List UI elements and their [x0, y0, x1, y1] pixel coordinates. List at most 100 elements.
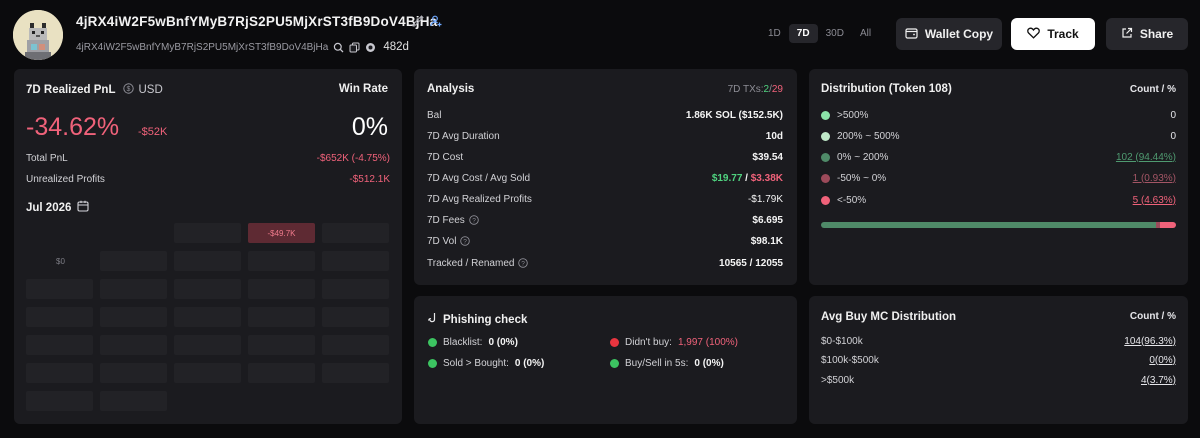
txs-sep: / — [769, 84, 772, 95]
volume-label-wrap: 7D Vol ? — [427, 236, 471, 247]
distribution-row: 200% ~ 500% 0 — [821, 129, 1176, 143]
fees-value: $6.695 — [752, 214, 783, 226]
calendar-day-cell[interactable] — [174, 279, 241, 299]
avg-mc-col-label: Count / % — [1129, 311, 1176, 322]
calendar-day-cell[interactable] — [174, 223, 241, 243]
blacklist-label: Blacklist: — [443, 337, 483, 348]
calendar-day-cell[interactable] — [26, 391, 93, 411]
calendar-day-cell[interactable] — [100, 391, 167, 411]
currency-toggle[interactable]: $ USD — [123, 83, 163, 97]
distribution-value[interactable]: 5 (4.63%) — [1132, 194, 1176, 206]
fees-label-wrap: 7D Fees ? — [427, 215, 479, 226]
calendar-day-cell[interactable] — [322, 335, 389, 355]
blacklist-item: Blacklist: 0 (0%) — [428, 337, 518, 348]
help-icon[interactable]: ? — [518, 258, 529, 268]
calendar-day-cell[interactable] — [322, 251, 389, 271]
help-icon[interactable]: ? — [460, 236, 471, 246]
calendar-day-cell[interactable] — [248, 307, 315, 327]
calendar-day-cell[interactable] — [174, 251, 241, 271]
distribution-value[interactable]: 1 (0.93%) — [1132, 172, 1176, 184]
period-7d[interactable]: 7D — [788, 24, 818, 43]
calendar-day-cell[interactable] — [100, 279, 167, 299]
total-pnl-label: Total PnL — [26, 152, 68, 164]
sold-bought-item: Sold > Bought: 0 (0%) — [428, 358, 544, 369]
avg-mc-value[interactable]: 104(96.3%) — [1124, 335, 1176, 347]
calendar-day-cell[interactable] — [100, 251, 167, 271]
avg-duration-label: 7D Avg Duration — [427, 130, 500, 142]
share-button[interactable]: Share — [1106, 18, 1188, 50]
share-icon — [1121, 27, 1133, 42]
win-rate-label: Win Rate — [338, 83, 388, 95]
avg-mc-value[interactable]: 0(0%) — [1149, 354, 1176, 366]
period-30d[interactable]: 30D — [825, 28, 844, 39]
track-button[interactable]: Track — [1011, 18, 1095, 50]
calendar-day-cell[interactable] — [26, 335, 93, 355]
txs-label: 7D TXs: — [727, 84, 764, 95]
calendar-day-cell[interactable] — [322, 223, 389, 243]
pnl-title-row: 7D Realized PnL $ USD — [26, 83, 163, 97]
edit-icon[interactable] — [411, 14, 425, 28]
calendar-day-cell[interactable] — [248, 251, 315, 271]
calendar-day-cell[interactable] — [248, 335, 315, 355]
legend-dot-icon — [821, 131, 830, 141]
avg-buy-mc-card: Avg Buy MC Distribution Count / % $0-$10… — [809, 296, 1188, 424]
distribution-label: 0% ~ 200% — [837, 151, 889, 163]
currency-icon: $ — [123, 83, 135, 97]
avatar — [13, 10, 63, 60]
avg-mc-label: >$500k — [821, 374, 855, 386]
analysis-card: Analysis 7D TXs:2/29 Bal 1.86K SOL ($152… — [414, 69, 797, 285]
user-add-icon[interactable] — [429, 14, 443, 28]
win-rate-value: 0% — [351, 113, 388, 141]
total-pnl-value: -$652K (-4.75%) — [316, 152, 390, 164]
distribution-label: >500% — [837, 109, 869, 121]
status-ok-icon — [428, 359, 437, 368]
calendar-day-cell[interactable] — [26, 363, 93, 383]
calendar-day-cell[interactable] — [100, 335, 167, 355]
tracked-renamed-label: Tracked / Renamed — [427, 257, 515, 269]
unrealized-profits-value: -$512.1K — [349, 173, 390, 185]
didnt-buy-item: Didn't buy: 1,997 (100%) — [610, 337, 738, 348]
status-ok-icon — [428, 338, 437, 347]
total-pnl-row: Total PnL -$652K (-4.75%) — [26, 151, 390, 165]
tracked-label-wrap: Tracked / Renamed ? — [427, 257, 529, 269]
calendar-day-cell[interactable] — [322, 363, 389, 383]
distribution-value[interactable]: 102 (94.44%) — [1115, 151, 1176, 163]
avg-cost-value: $19.77 — [711, 172, 743, 184]
calendar-day-cell[interactable] — [174, 307, 241, 327]
calendar-day-cell[interactable] — [26, 307, 93, 327]
avg-mc-label: $100k-$500k — [821, 354, 879, 366]
unrealized-profits-label: Unrealized Profits — [26, 173, 105, 185]
period-1d[interactable]: 1D — [768, 28, 781, 39]
buy-sell-5s-value: 0 (0%) — [694, 358, 724, 369]
txs-count: 7D TXs:2/29 — [728, 84, 783, 95]
calendar-day-cell[interactable] — [322, 307, 389, 327]
avg-mc-value[interactable]: 4(3.7%) — [1140, 374, 1176, 386]
calendar-day-cell[interactable] — [26, 279, 93, 299]
calendar-day-cell[interactable] — [100, 363, 167, 383]
distribution-bar-segment — [1159, 222, 1176, 228]
avg-mc-label: $0-$100k — [821, 335, 863, 347]
period-all[interactable]: All — [859, 28, 872, 39]
calendar-day-cell[interactable] — [248, 363, 315, 383]
balance-value: 1.86K SOL ($152.5K) — [685, 109, 783, 121]
distribution-bar-segment — [821, 222, 1157, 228]
calendar-day-cell[interactable] — [100, 307, 167, 327]
calendar-icon[interactable] — [77, 200, 89, 215]
calendar-day-cell[interactable] — [174, 335, 241, 355]
cost-row: 7D Cost $39.54 — [427, 150, 783, 164]
avg-cost-sold-row: 7D Avg Cost / Avg Sold $19.77 / $3.38K — [427, 171, 783, 185]
cost-value: $39.54 — [752, 151, 783, 163]
calendar-month-label: Jul 2026 — [26, 201, 72, 214]
wallet-copy-button[interactable]: Wallet Copy — [896, 18, 1002, 50]
unrealized-profits-row: Unrealized Profits -$512.1K — [26, 172, 390, 186]
help-icon[interactable]: ? — [469, 215, 479, 225]
realized-pnl-card: 7D Realized PnL $ USD Win Rate -34.62% -… — [14, 69, 402, 424]
calendar-day-cell[interactable] — [174, 363, 241, 383]
copy-icon[interactable] — [349, 42, 360, 53]
calendar-day-cell[interactable] — [322, 279, 389, 299]
search-icon[interactable] — [333, 42, 344, 53]
balance-row: Bal 1.86K SOL ($152.5K) — [427, 108, 783, 122]
calendar-day-cell[interactable]: -$49.7K — [248, 223, 315, 243]
svg-text:?: ? — [472, 217, 476, 224]
calendar-day-cell[interactable] — [248, 279, 315, 299]
